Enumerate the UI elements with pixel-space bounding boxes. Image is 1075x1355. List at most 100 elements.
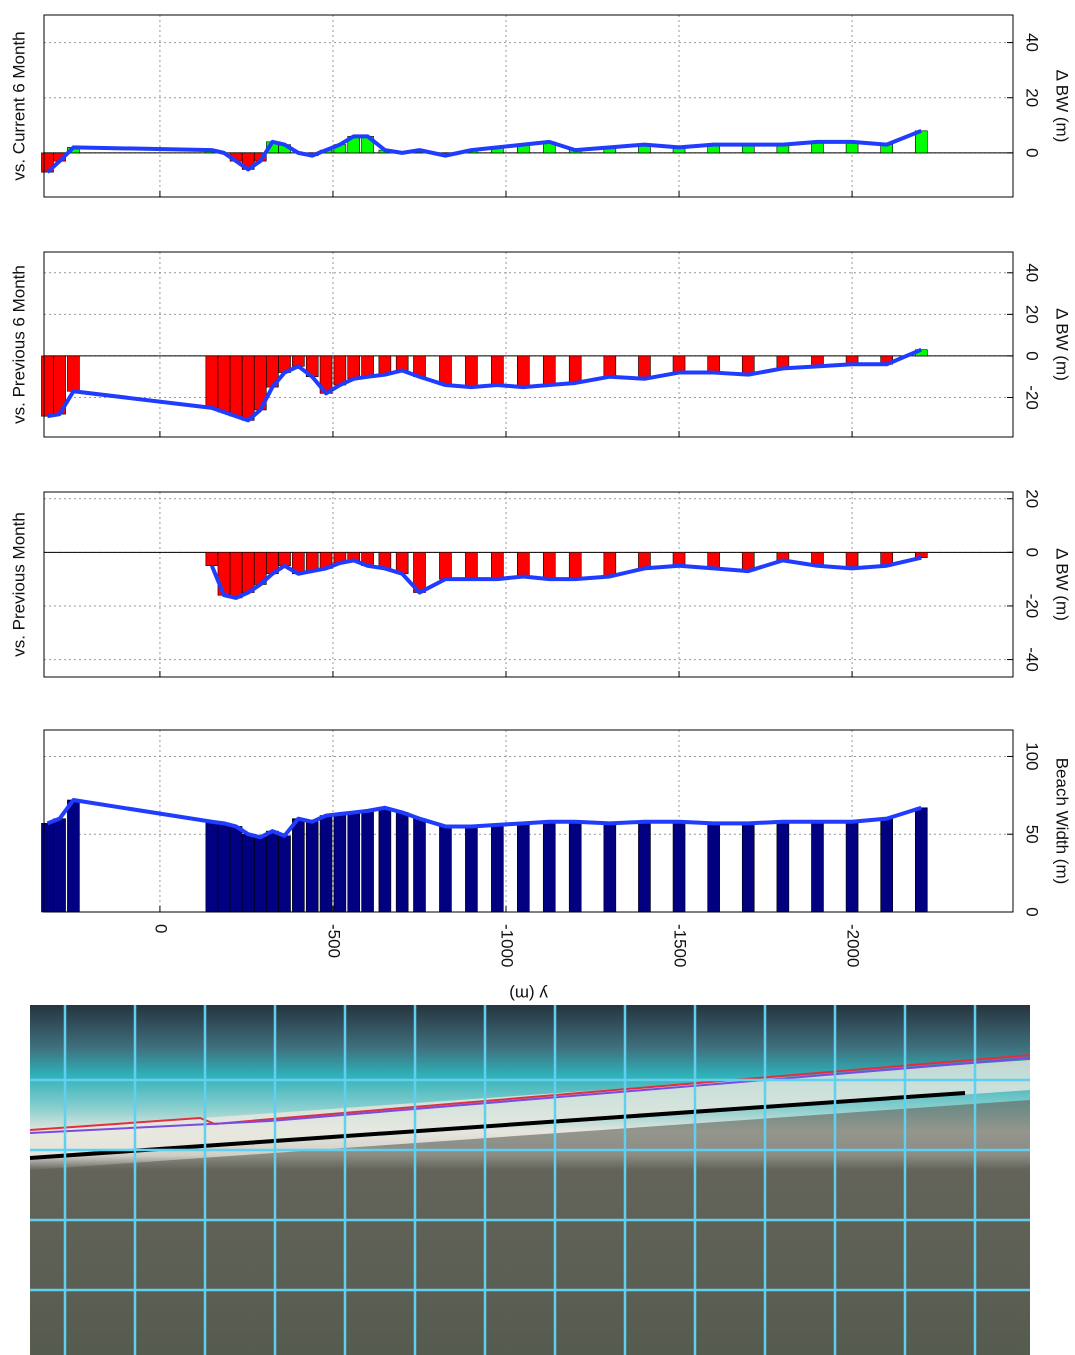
y-tick-label: 20 xyxy=(1023,305,1042,324)
bar xyxy=(413,819,425,912)
bar xyxy=(206,356,218,408)
y-tick-label: 20 xyxy=(1023,489,1042,508)
bar xyxy=(638,822,650,912)
bar xyxy=(543,822,555,912)
bar xyxy=(604,552,616,576)
bar xyxy=(517,823,529,912)
bar xyxy=(439,552,451,579)
y-tick-label: -20 xyxy=(1023,385,1042,410)
bar xyxy=(638,552,650,568)
y-tick-label: 0 xyxy=(1023,148,1042,157)
bar xyxy=(673,356,685,373)
bar xyxy=(673,552,685,565)
bar xyxy=(292,819,304,912)
page: {"chart_data": [ {"type": "bar", "title"… xyxy=(0,0,1075,1355)
bar xyxy=(41,823,53,912)
bar xyxy=(230,552,242,598)
bar xyxy=(396,812,408,912)
y-tick-label: -40 xyxy=(1023,647,1042,672)
bar xyxy=(230,826,242,912)
bar xyxy=(279,836,291,912)
bar xyxy=(638,356,650,379)
bar xyxy=(242,552,254,592)
bar xyxy=(708,552,720,568)
bar xyxy=(491,825,503,912)
y-tick-label: 0 xyxy=(1023,548,1042,557)
bar xyxy=(41,356,53,416)
bar xyxy=(67,800,79,912)
figure: 0 20 40 vs. Current 6 Month Δ BW (m) -20 0 20 40… xyxy=(0,0,1075,1355)
bar xyxy=(279,552,291,565)
bar xyxy=(569,552,581,579)
plot-area xyxy=(44,492,1013,677)
bar xyxy=(543,552,555,579)
bar xyxy=(348,356,360,379)
y-tick-label: 50 xyxy=(1023,825,1042,844)
bar xyxy=(206,552,218,565)
bar xyxy=(465,552,477,579)
bar xyxy=(604,356,616,377)
bar xyxy=(811,822,823,912)
bar xyxy=(491,552,503,579)
bar xyxy=(742,823,754,912)
bar xyxy=(242,356,254,420)
bar xyxy=(306,822,318,912)
bar xyxy=(846,552,858,568)
bar xyxy=(54,819,66,912)
bar xyxy=(334,356,346,385)
bar xyxy=(218,356,230,412)
bar xyxy=(230,356,242,416)
bar xyxy=(915,808,927,912)
y-axis-label: Δ BW (m) xyxy=(1053,70,1072,143)
bar xyxy=(569,822,581,912)
bar xyxy=(543,356,555,385)
bar xyxy=(439,356,451,385)
bar xyxy=(334,814,346,912)
x-axis-label: y (m) xyxy=(509,985,548,1004)
y-tick-label: 40 xyxy=(1023,263,1042,282)
y-tick-label: 40 xyxy=(1023,33,1042,52)
bar xyxy=(206,822,218,912)
aerial-photo xyxy=(30,1005,1030,1355)
bar xyxy=(881,819,893,912)
bar xyxy=(517,356,529,387)
bar xyxy=(708,823,720,912)
bar xyxy=(491,356,503,385)
bar xyxy=(67,356,79,391)
bar xyxy=(320,816,332,912)
panel-title: vs. Previous Month xyxy=(9,512,28,657)
x-tick-label: -500 xyxy=(324,924,343,958)
panel-title: vs. Previous 6 Month xyxy=(9,265,28,424)
bar xyxy=(673,822,685,912)
bar xyxy=(708,356,720,373)
bar xyxy=(439,826,451,912)
bar xyxy=(569,356,581,383)
bar xyxy=(604,823,616,912)
bar xyxy=(846,822,858,912)
y-axis-label: Beach Width (m) xyxy=(1053,758,1072,885)
bar xyxy=(517,552,529,576)
y-tick-label: 0 xyxy=(1023,351,1042,360)
y-tick-label: -20 xyxy=(1023,594,1042,619)
bar xyxy=(396,356,408,371)
bar xyxy=(465,826,477,912)
bar xyxy=(379,808,391,912)
bar xyxy=(362,356,374,377)
panel-title: vs. Current 6 Month xyxy=(9,31,28,180)
plot-area xyxy=(44,252,1013,437)
y-tick-label: 100 xyxy=(1023,742,1042,770)
bar xyxy=(218,823,230,912)
y-tick-label: 20 xyxy=(1023,88,1042,107)
bar xyxy=(242,834,254,912)
y-axis-label: Δ BW (m) xyxy=(1053,308,1072,381)
bar xyxy=(465,356,477,387)
bar xyxy=(348,812,360,912)
bar xyxy=(742,356,754,375)
x-tick-label: 0 xyxy=(151,924,170,933)
y-tick-label: 0 xyxy=(1023,907,1042,916)
x-tick-label: -1500 xyxy=(671,924,690,967)
bar xyxy=(266,831,278,912)
bar xyxy=(362,811,374,912)
bar xyxy=(777,822,789,912)
bar xyxy=(254,837,266,912)
